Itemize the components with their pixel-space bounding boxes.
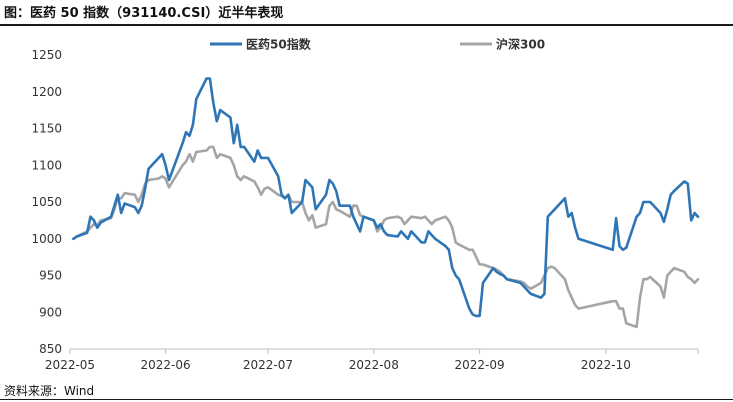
legend-label: 医药50指数 xyxy=(246,37,312,52)
y-tick-label: 1100 xyxy=(31,158,62,172)
title-divider xyxy=(0,24,733,26)
series-line-pharma50 xyxy=(72,77,700,318)
x-tick-label: 2022-07 xyxy=(243,358,293,372)
y-tick-label: 1150 xyxy=(31,122,62,136)
x-tick-label: 2022-05 xyxy=(45,358,95,372)
y-axis-ticks: 850 900 950 1000 1050 1100 1150 1200 1250 xyxy=(31,48,62,356)
y-tick-label: 1250 xyxy=(31,48,62,62)
y-tick-label: 1000 xyxy=(31,232,62,246)
series-lines xyxy=(72,77,700,329)
y-tick-label: 950 xyxy=(39,269,62,283)
x-tick-label: 2022-06 xyxy=(140,358,190,372)
chart-title: 图：医药 50 指数（931140.CSI）近半年表现 xyxy=(4,6,284,21)
x-axis-ticks: 2022-05 2022-06 2022-07 2022-08 2022-09 2022-… xyxy=(45,349,699,372)
y-tick-label: 1200 xyxy=(31,85,62,99)
line-chart: 850 900 950 1000 1050 1100 1150 1200 1250 2022-0… xyxy=(31,37,700,372)
y-tick-label: 1050 xyxy=(31,195,62,209)
legend: 医药50指数 沪深300 xyxy=(210,37,545,52)
x-tick-label: 2022-08 xyxy=(349,358,399,372)
source-note: 资料来源：Wind xyxy=(4,384,95,398)
bottom-divider xyxy=(0,399,733,400)
legend-label: 沪深300 xyxy=(496,37,545,52)
y-tick-label: 850 xyxy=(39,342,62,356)
x-tick-label: 2022-09 xyxy=(454,358,504,372)
y-tick-label: 900 xyxy=(39,305,62,319)
series-line-csi300 xyxy=(72,145,700,329)
x-tick-label: 2022-10 xyxy=(581,358,631,372)
